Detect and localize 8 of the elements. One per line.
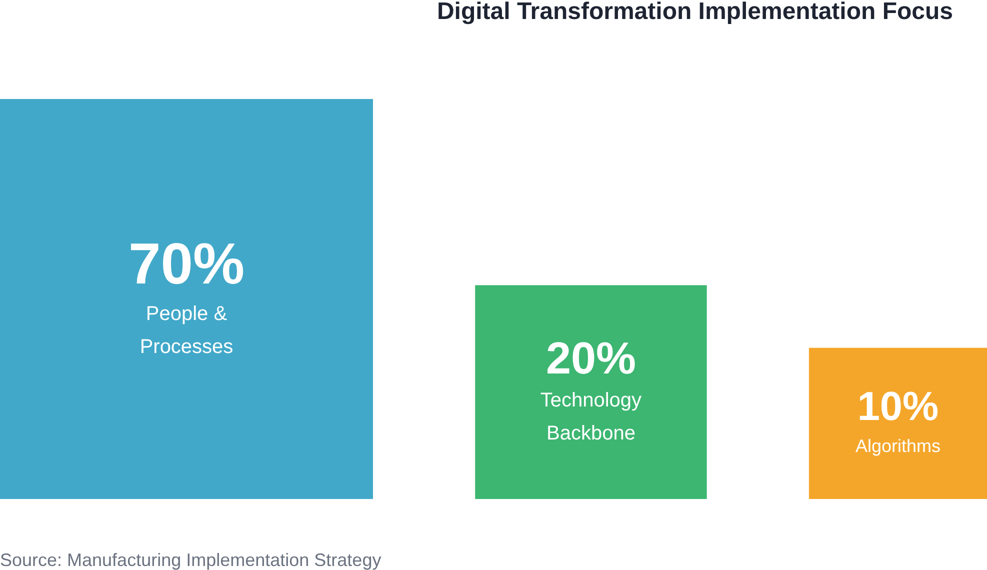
data-label: 20% xyxy=(546,332,636,384)
source-note: Source: Manufacturing Implementation Strategy xyxy=(0,550,382,570)
data-label: 10% xyxy=(857,383,939,430)
category-label: Technology Backbone xyxy=(540,390,642,445)
category-label: People & Processes xyxy=(140,303,234,358)
data-label: 70% xyxy=(128,232,245,296)
category-label: Algorithms xyxy=(855,436,940,456)
text: Digital Transformation Implementation Focus xyxy=(436,0,953,25)
